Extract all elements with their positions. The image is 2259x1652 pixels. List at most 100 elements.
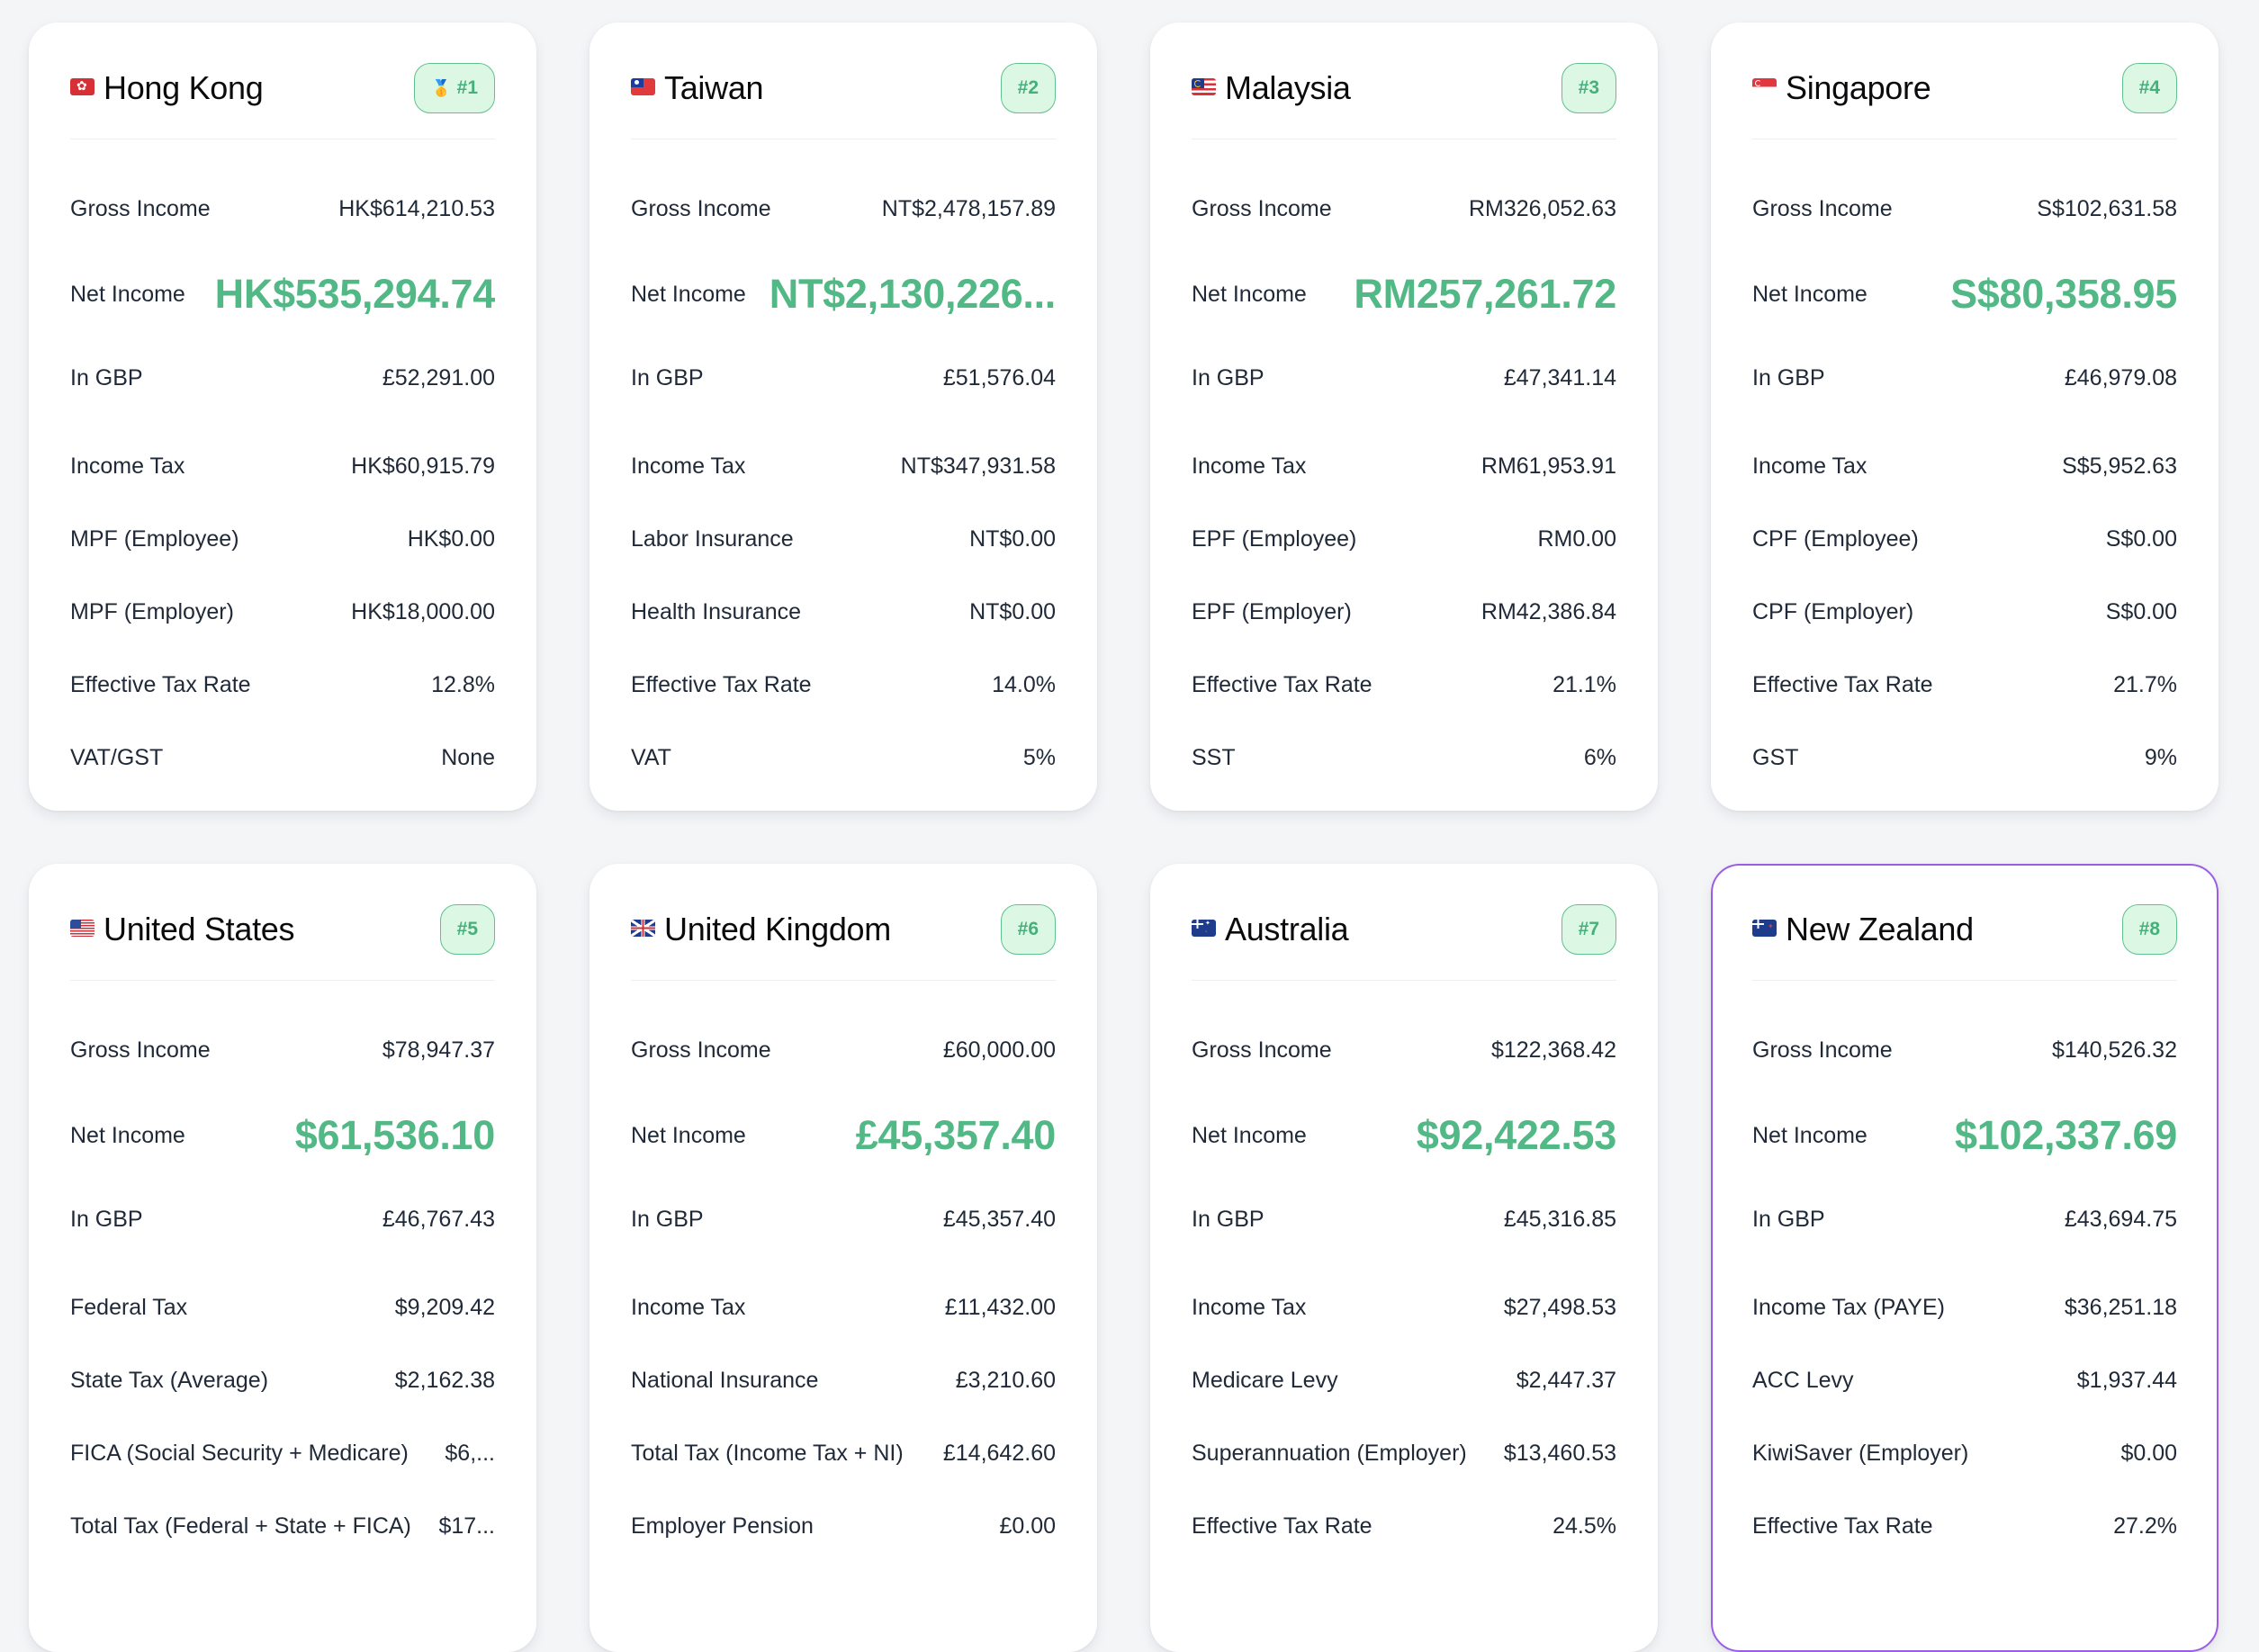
gbp-row: In GBP £47,341.14 <box>1192 357 1616 400</box>
header-divider <box>1752 980 2177 981</box>
row-label: Effective Tax Rate <box>631 672 812 697</box>
card-rows: Gross Income S$102,631.58 Net Income S$8… <box>1752 186 2177 795</box>
card-header: Taiwan #2 <box>631 62 1056 114</box>
row-label: Effective Tax Rate <box>1192 1513 1372 1539</box>
row-value: $78,947.37 <box>382 1037 495 1063</box>
row-label: Net Income <box>70 1122 185 1148</box>
row-label: Effective Tax Rate <box>1192 672 1372 697</box>
country-card-hong-kong[interactable]: Hong Kong 🥇 #1 Gross Income HK$614,210.5… <box>29 22 536 811</box>
row-value: £46,979.08 <box>2064 365 2177 391</box>
country-title: Hong Kong <box>70 69 264 107</box>
row-label: MPF (Employer) <box>70 599 234 624</box>
row-label: Superannuation (Employer) <box>1192 1441 1467 1466</box>
detail-row: Total Tax (Federal + State + FICA) $17... <box>70 1490 495 1563</box>
rank-badge: 🥇 #1 <box>414 63 495 113</box>
gbp-row: In GBP £46,767.43 <box>70 1199 495 1241</box>
header-divider <box>70 980 495 981</box>
row-label: Gross Income <box>70 1037 211 1063</box>
uk-flag-icon <box>631 919 655 937</box>
row-label: National Insurance <box>631 1368 819 1393</box>
detail-row: Superannuation (Employer) $13,460.53 <box>1192 1417 1616 1490</box>
row-value: £43,694.75 <box>2064 1207 2177 1232</box>
country-card-singapore[interactable]: Singapore #4 Gross Income S$102,631.58 N… <box>1711 22 2218 811</box>
row-label: Gross Income <box>631 195 771 221</box>
gross-income-row: Gross Income $78,947.37 <box>70 1028 495 1073</box>
row-label: Medicare Levy <box>1192 1368 1338 1393</box>
detail-row: EPF (Employer) RM42,386.84 <box>1192 576 1616 649</box>
detail-row: GST 9% <box>1752 722 2177 795</box>
net-income-row: Net Income $61,536.10 <box>70 1073 495 1199</box>
row-label: In GBP <box>631 1207 704 1232</box>
gbp-row: In GBP £45,357.40 <box>631 1199 1056 1241</box>
detail-row: Medicare Levy $2,447.37 <box>1192 1344 1616 1417</box>
country-title: United Kingdom <box>631 911 891 948</box>
row-label: Employer Pension <box>631 1513 814 1539</box>
country-card-united-kingdom[interactable]: United Kingdom #6 Gross Income £60,000.0… <box>590 864 1097 1652</box>
row-label: Health Insurance <box>631 599 802 624</box>
row-value: S$102,631.58 <box>2037 195 2177 221</box>
row-value: HK$60,915.79 <box>351 453 495 479</box>
gbp-row: In GBP £43,694.75 <box>1752 1199 2177 1241</box>
country-card-new-zealand[interactable]: New Zealand #8 Gross Income $140,526.32 … <box>1711 864 2218 1652</box>
detail-row: FICA (Social Security + Medicare) $6,... <box>70 1417 495 1490</box>
rank-label: #6 <box>1017 919 1039 939</box>
row-label: Net Income <box>1192 281 1307 307</box>
card-rows: Gross Income RM326,052.63 Net Income RM2… <box>1192 186 1616 795</box>
net-income-row: Net Income HK$535,294.74 <box>70 231 495 357</box>
row-label: Net Income <box>631 1122 746 1148</box>
row-value: £14,642.60 <box>942 1441 1056 1466</box>
detail-row: SST 6% <box>1192 722 1616 795</box>
country-name: United States <box>104 911 295 947</box>
row-label: Income Tax <box>1192 1295 1307 1320</box>
detail-row: Federal Tax $9,209.42 <box>70 1271 495 1344</box>
row-label: Gross Income <box>1752 195 1893 221</box>
row-label: EPF (Employer) <box>1192 599 1352 624</box>
country-card-united-states[interactable]: United States #5 Gross Income $78,947.37… <box>29 864 536 1652</box>
row-label: Income Tax <box>70 453 185 479</box>
country-title: Taiwan <box>631 69 764 107</box>
row-value: £51,576.04 <box>942 365 1056 391</box>
row-value: $27,498.53 <box>1503 1295 1616 1320</box>
card-header: Malaysia #3 <box>1192 62 1616 114</box>
row-label: ACC Levy <box>1752 1368 1854 1393</box>
row-value: $140,526.32 <box>2051 1037 2177 1063</box>
gross-income-row: Gross Income $122,368.42 <box>1192 1028 1616 1073</box>
rank-label: #4 <box>2138 77 2160 98</box>
country-card-taiwan[interactable]: Taiwan #2 Gross Income NT$2,478,157.89 N… <box>590 22 1097 811</box>
row-value: S$5,952.63 <box>2062 453 2177 479</box>
card-rows: Gross Income $78,947.37 Net Income $61,5… <box>70 1028 495 1563</box>
rank-label: #7 <box>1578 919 1599 939</box>
row-label: MPF (Employee) <box>70 526 239 552</box>
row-label: KiwiSaver (Employer) <box>1752 1441 1969 1466</box>
sg-flag-icon <box>1752 77 1777 95</box>
card-header: Australia #7 <box>1192 903 1616 956</box>
row-label: Gross Income <box>1192 1037 1332 1063</box>
row-value: $13,460.53 <box>1503 1441 1616 1466</box>
net-income-row: Net Income RM257,261.72 <box>1192 231 1616 357</box>
rank-badge: #7 <box>1561 904 1616 955</box>
row-label: Income Tax (PAYE) <box>1752 1295 1945 1320</box>
country-card-australia[interactable]: Australia #7 Gross Income $122,368.42 Ne… <box>1150 864 1658 1652</box>
row-value: S$0.00 <box>2105 526 2177 552</box>
row-value: $1,937.44 <box>2076 1368 2177 1393</box>
card-header: United States #5 <box>70 903 495 956</box>
detail-row: Employer Pension £0.00 <box>631 1490 1056 1563</box>
row-label: Total Tax (Federal + State + FICA) <box>70 1513 411 1539</box>
row-label: In GBP <box>1752 1207 1825 1232</box>
row-label: In GBP <box>70 1207 143 1232</box>
row-label: In GBP <box>631 365 704 391</box>
row-label: SST <box>1192 745 1236 770</box>
gbp-row: In GBP £45,316.85 <box>1192 1199 1616 1241</box>
country-name: Australia <box>1225 911 1349 947</box>
row-label: GST <box>1752 745 1799 770</box>
detail-row: Total Tax (Income Tax + NI) £14,642.60 <box>631 1417 1056 1490</box>
row-value: 21.1% <box>1552 672 1616 697</box>
row-value: 27.2% <box>2113 1513 2177 1539</box>
detail-row: CPF (Employee) S$0.00 <box>1752 503 2177 576</box>
gbp-row: In GBP £46,979.08 <box>1752 357 2177 400</box>
row-label: CPF (Employee) <box>1752 526 1919 552</box>
detail-row: Effective Tax Rate 21.7% <box>1752 649 2177 722</box>
rank-badge: #4 <box>2121 63 2177 113</box>
row-label: Labor Insurance <box>631 526 794 552</box>
country-card-malaysia[interactable]: Malaysia #3 Gross Income RM326,052.63 Ne… <box>1150 22 1658 811</box>
